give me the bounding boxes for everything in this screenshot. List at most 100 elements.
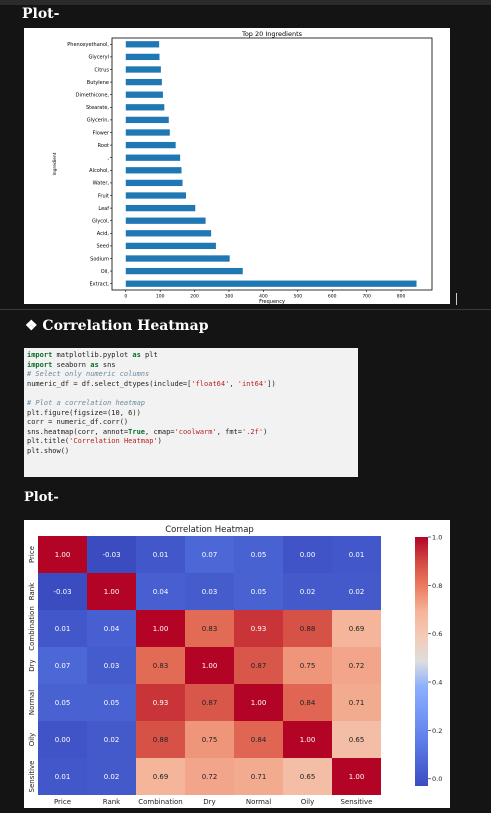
cell-value: 0.04 xyxy=(153,588,169,596)
y-tick-label: Leaf xyxy=(98,206,109,212)
cell-value: 0.03 xyxy=(104,662,120,670)
y-tick-label: Phenoxyethanol, xyxy=(67,42,109,48)
cell-value: 0.72 xyxy=(202,773,218,781)
bar xyxy=(125,78,162,86)
cell-value: 0.84 xyxy=(251,736,267,744)
code-line: corr = numeric_df.corr() xyxy=(27,418,129,427)
x-axis-label: Frequency xyxy=(259,299,285,304)
column-label: Dry xyxy=(203,798,215,806)
section-title-correlation-heatmap: ❖ Correlation Heatmap xyxy=(25,318,209,334)
cell-value: 0.69 xyxy=(153,773,169,781)
bar xyxy=(125,255,230,262)
y-tick-label: , xyxy=(107,156,109,162)
cell-value: 0.01 xyxy=(153,551,169,559)
heatmap-cell xyxy=(136,721,185,758)
y-tick-label: Glycol, xyxy=(92,219,109,225)
row-label: Normal xyxy=(28,690,36,715)
heatmap-cell xyxy=(234,684,283,721)
cell-value: 0.01 xyxy=(55,625,71,633)
x-tick-label: 400 xyxy=(259,294,268,300)
heatmap-cell xyxy=(234,647,283,684)
heatmap-cell xyxy=(136,610,185,647)
cell-value: 1.00 xyxy=(251,699,267,707)
heatmap-cell xyxy=(283,610,332,647)
code-line xyxy=(27,389,358,399)
x-tick-label: 700 xyxy=(362,294,371,300)
heatmap-cell xyxy=(332,721,381,758)
heatmap-cell xyxy=(283,647,332,684)
heatmap-cell xyxy=(38,721,87,758)
cell-value: 0.88 xyxy=(153,736,169,744)
heatmap-cell xyxy=(38,610,87,647)
cell-value: 0.71 xyxy=(251,773,267,781)
cell-value: 0.05 xyxy=(251,588,267,596)
cell-value: 0.03 xyxy=(202,588,218,596)
top-strip xyxy=(0,0,491,5)
heatmap-cell xyxy=(234,758,283,795)
heatmap-cell xyxy=(185,536,234,573)
y-tick-label: Dimethicone, xyxy=(76,93,110,99)
code-cell[interactable]: import matplotlib.pyplot as plt import se… xyxy=(24,348,358,477)
cell-value: 0.72 xyxy=(349,662,365,670)
heatmap-cell xyxy=(185,647,234,684)
bar xyxy=(125,141,176,149)
heatmap-title: Correlation Heatmap xyxy=(165,525,254,535)
bar-chart: Top 20 Ingredients Extract, Oil, Sodium Seed… xyxy=(52,30,433,305)
x-tick-label: 200 xyxy=(190,294,199,300)
heatmap-cell xyxy=(283,573,332,610)
bar xyxy=(125,217,206,224)
y-tick-label: Citrus xyxy=(94,67,109,73)
y-tick-label: Sodium xyxy=(90,256,109,262)
y-tick-label: Extract, xyxy=(90,282,110,288)
heatmap-cell xyxy=(136,647,185,684)
colorbar-tick-label: 0.8 xyxy=(432,582,442,590)
heatmap-cell xyxy=(185,573,234,610)
cell-value: 1.00 xyxy=(153,625,169,633)
cell-value: 0.05 xyxy=(55,699,71,707)
code-line: # Select only numeric columns xyxy=(27,370,150,379)
colorbar-tick-label: 1.0 xyxy=(432,534,442,542)
cell-value: 0.04 xyxy=(104,625,120,633)
cell-value: 0.75 xyxy=(202,736,218,744)
heatmap-cell xyxy=(185,684,234,721)
code-line: plt.show() xyxy=(27,446,70,455)
heatmap-cell xyxy=(87,758,136,795)
colorbar-tick-label: 0.4 xyxy=(432,679,442,687)
cell-value: 0.88 xyxy=(300,625,316,633)
colorbar-tick-label: 0.6 xyxy=(432,630,442,638)
y-tick-label: Glyceryl xyxy=(89,55,109,61)
cell-value: 0.65 xyxy=(349,736,365,744)
y-tick-label: Oil, xyxy=(101,269,110,275)
column-label: Rank xyxy=(103,798,121,806)
y-tick-label: Root xyxy=(98,143,109,149)
row-label: Combination xyxy=(28,606,36,651)
cell-value: 0.00 xyxy=(300,551,316,559)
heatmap-cell xyxy=(87,647,136,684)
heatmap-cell xyxy=(185,721,234,758)
cell-value: 0.84 xyxy=(300,699,316,707)
code-line: numeric_df = df.select_dtypes(include=['… xyxy=(27,379,276,388)
colorbar-tick-label: 0.2 xyxy=(432,727,442,735)
row-label: Sensitive xyxy=(28,761,36,793)
y-tick-label: Acid, xyxy=(97,231,110,237)
cell-value: -0.03 xyxy=(53,588,71,596)
cell-value: 0.07 xyxy=(55,662,71,670)
heatmap-cell xyxy=(87,536,136,573)
row-label: Dry xyxy=(28,659,36,671)
cell-value: 0.87 xyxy=(251,662,267,670)
cell-value: 0.02 xyxy=(104,736,120,744)
heatmap-cell xyxy=(234,573,283,610)
heatmap-cell xyxy=(38,684,87,721)
colorbar xyxy=(415,537,428,786)
column-label: Sensitive xyxy=(341,798,373,806)
code-line: import matplotlib.pyplot as plt xyxy=(27,351,158,359)
y-tick-label: Stearate, xyxy=(86,105,109,111)
y-tick-label: Fruit xyxy=(98,193,109,199)
x-tick-label: 600 xyxy=(328,294,337,300)
heatmap-cell xyxy=(38,758,87,795)
x-tick-label: 300 xyxy=(225,294,234,300)
heatmap-cell xyxy=(185,610,234,647)
cell-value: 0.01 xyxy=(55,773,71,781)
heatmap-cell xyxy=(136,536,185,573)
cell-value: 0.02 xyxy=(300,588,316,596)
